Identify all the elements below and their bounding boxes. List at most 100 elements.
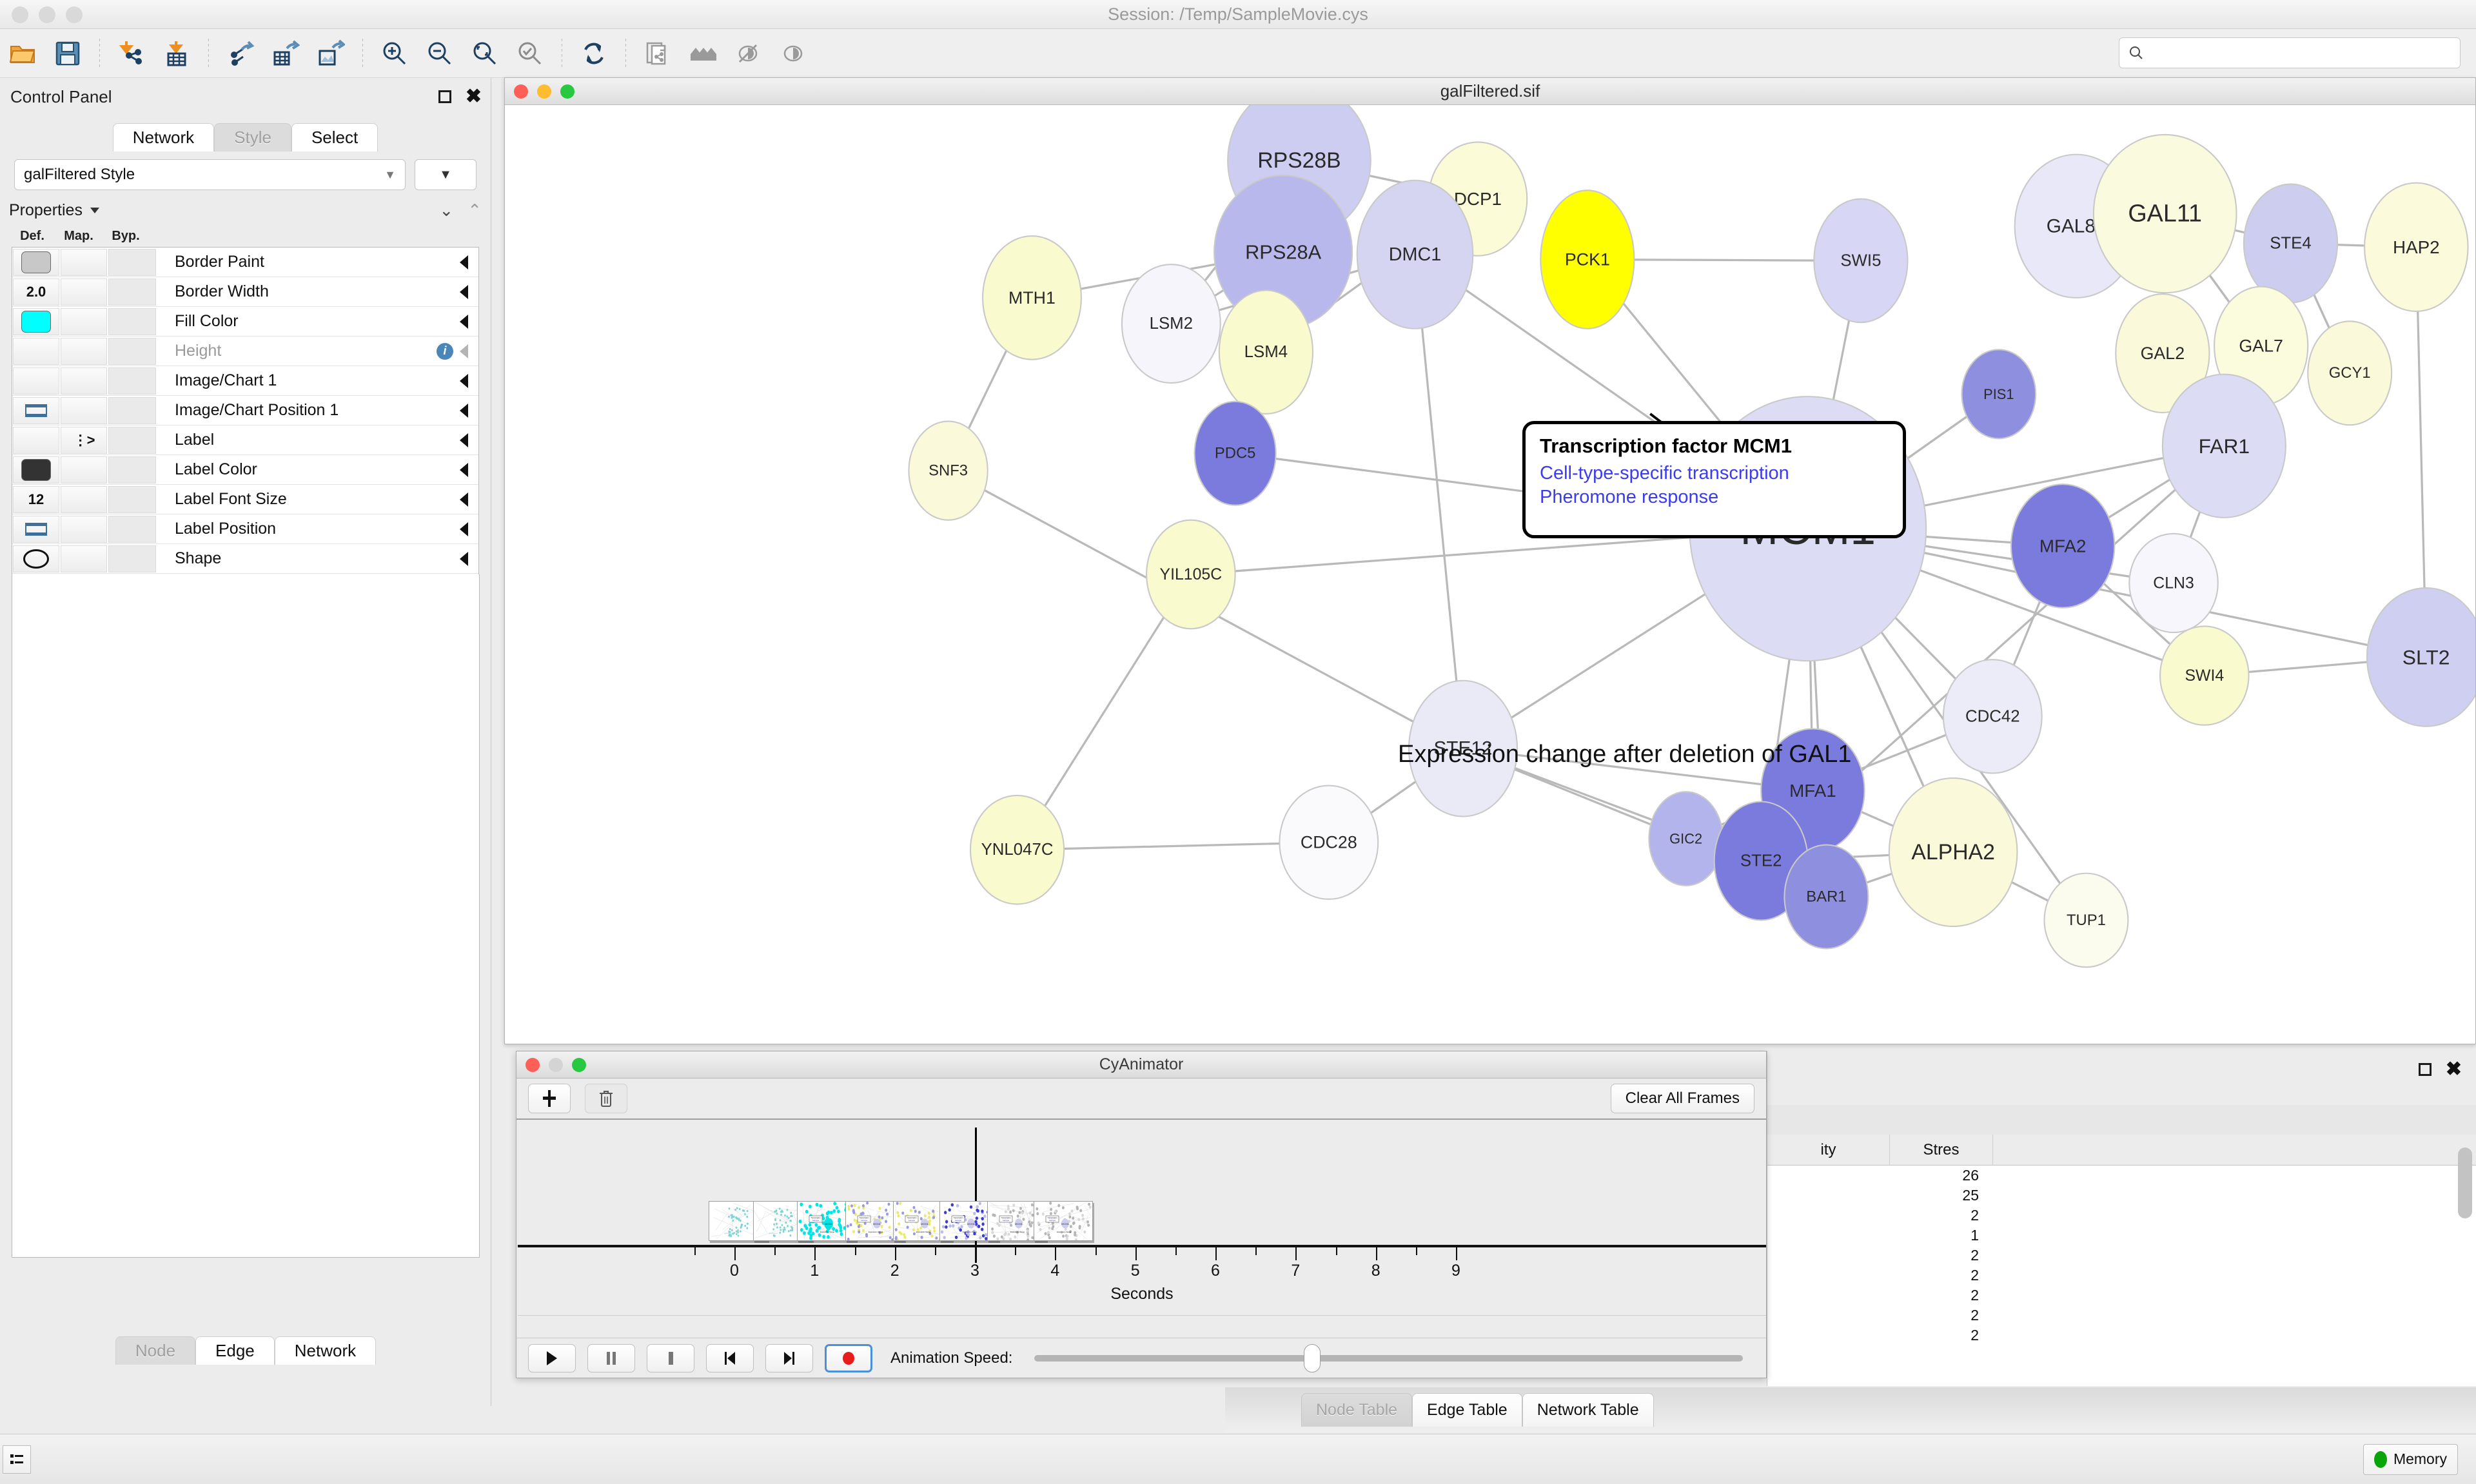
property-row[interactable]: Height i: [12, 337, 478, 366]
close-cyanimator-button[interactable]: [526, 1058, 540, 1072]
property-default-cell[interactable]: [13, 367, 59, 395]
timeline-frame[interactable]: MCM1 Transcription Cell-type Expression cha…: [1033, 1201, 1093, 1241]
property-bypass-cell[interactable]: [108, 278, 156, 306]
property-mapping-cell[interactable]: [61, 396, 107, 424]
network-edge[interactable]: [1462, 747, 1813, 792]
property-bypass-cell[interactable]: [108, 456, 156, 483]
property-mapping-cell[interactable]: [61, 485, 107, 513]
network-node[interactable]: YIL105C: [1146, 519, 1236, 630]
property-row[interactable]: 12 Label Font Size: [12, 485, 478, 514]
network-node[interactable]: LSM4: [1218, 289, 1314, 415]
property-mapping-cell[interactable]: [61, 367, 107, 395]
network-node[interactable]: LSM2: [1121, 264, 1221, 384]
expand-property-icon[interactable]: [460, 433, 468, 447]
style-select[interactable]: galFiltered Style ▼: [14, 159, 406, 190]
expand-property-icon[interactable]: [460, 284, 468, 299]
network-node[interactable]: MTH1: [982, 235, 1082, 360]
color-swatch[interactable]: [21, 251, 51, 273]
pause-button[interactable]: [587, 1343, 635, 1372]
node-shape[interactable]: [2043, 872, 2129, 968]
export-image-icon[interactable]: [313, 36, 348, 71]
property-bypass-cell[interactable]: [108, 248, 156, 276]
node-shape[interactable]: [1888, 777, 2018, 928]
property-mapping-cell[interactable]: [61, 545, 107, 572]
property-mapping-cell[interactable]: [61, 456, 107, 483]
property-bypass-cell[interactable]: [108, 426, 156, 454]
property-row[interactable]: Shape: [12, 544, 478, 574]
node-shape[interactable]: [1194, 400, 1277, 506]
first-frame-button[interactable]: [706, 1343, 754, 1372]
table-row[interactable]: 2: [1767, 1285, 2476, 1305]
property-mapping-cell[interactable]: [61, 515, 107, 543]
network-node[interactable]: GCY1: [2307, 320, 2393, 426]
property-bypass-cell[interactable]: [108, 485, 156, 513]
clear-all-frames-button[interactable]: Clear All Frames: [1610, 1084, 1754, 1113]
new-network-icon[interactable]: [640, 36, 675, 71]
maximize-cyanimator-button[interactable]: [572, 1058, 586, 1072]
expand-property-icon[interactable]: [460, 492, 468, 507]
property-row[interactable]: Image/Chart Position 1: [12, 396, 478, 425]
zoom-selected-icon[interactable]: [467, 36, 502, 71]
network-node[interactable]: SNF3: [908, 420, 988, 521]
node-shape[interactable]: [1146, 519, 1236, 630]
table-row[interactable]: 2: [1767, 1265, 2476, 1285]
slider-knob[interactable]: [1303, 1343, 1321, 1372]
cp-tab-edge[interactable]: Edge: [195, 1336, 275, 1365]
delete-frame-button[interactable]: [585, 1084, 627, 1113]
property-mapping-cell[interactable]: [61, 337, 107, 365]
minimize-window-button[interactable]: [39, 6, 55, 23]
zoom-out-icon[interactable]: [422, 36, 457, 71]
timeline-playhead[interactable]: [975, 1128, 977, 1263]
node-shape[interactable]: [2128, 532, 2219, 634]
network-node[interactable]: PCK1: [1540, 190, 1635, 329]
network-canvas[interactable]: RPS28B DCP1 RPS28A DMC1 PCK1 SWI5 GAL80 GAL11 ST…: [505, 105, 2475, 1044]
table-scrollbar[interactable]: [2458, 1147, 2472, 1218]
expand-property-icon[interactable]: [460, 314, 468, 329]
table-row[interactable]: 25: [1767, 1186, 2476, 1206]
network-node[interactable]: PDC5: [1194, 400, 1277, 506]
node-shape[interactable]: [2364, 182, 2469, 312]
property-row[interactable]: Label Color: [12, 455, 478, 485]
network-node[interactable]: STE12: [1408, 679, 1518, 817]
property-default-cell[interactable]: [13, 337, 59, 365]
expand-property-icon[interactable]: [460, 551, 468, 566]
expand-property-icon[interactable]: [460, 344, 468, 358]
network-node[interactable]: MFA2: [2010, 483, 2116, 609]
expand-property-icon[interactable]: [460, 403, 468, 418]
home-icon[interactable]: [685, 36, 720, 71]
property-default-cell[interactable]: 2.0: [13, 278, 59, 306]
network-node[interactable]: HAP2: [2364, 182, 2469, 312]
import-network-icon[interactable]: [114, 36, 149, 71]
network-node[interactable]: FAR1: [2161, 373, 2286, 518]
cp-tab-network[interactable]: Network: [274, 1336, 377, 1365]
network-node[interactable]: TUP1: [2043, 872, 2129, 968]
table-row[interactable]: 2: [1767, 1325, 2476, 1345]
property-row[interactable]: Border Paint: [12, 248, 478, 277]
network-node[interactable]: GAL2: [2115, 293, 2210, 414]
table-column-ity[interactable]: ity: [1767, 1135, 1890, 1165]
node-shape[interactable]: [1408, 679, 1518, 817]
color-swatch[interactable]: [21, 458, 51, 481]
last-frame-button[interactable]: [765, 1343, 813, 1372]
node-shape[interactable]: [1121, 264, 1221, 384]
play-button[interactable]: [528, 1343, 576, 1372]
property-mapping-cell[interactable]: [61, 248, 107, 276]
property-bypass-cell[interactable]: [108, 545, 156, 572]
node-shape[interactable]: [2115, 293, 2210, 414]
show-icon[interactable]: [776, 36, 811, 71]
hide-icon[interactable]: [731, 36, 765, 71]
network-edge[interactable]: [1413, 254, 1464, 749]
add-frame-button[interactable]: [528, 1084, 571, 1113]
tab-style[interactable]: Style: [214, 123, 291, 151]
expand-all-icon[interactable]: ⌄: [439, 200, 454, 220]
property-default-cell[interactable]: [13, 308, 59, 335]
property-default-cell[interactable]: [13, 426, 59, 454]
fit-content-icon[interactable]: [513, 36, 547, 71]
expand-property-icon[interactable]: [460, 373, 468, 388]
tab-node-table[interactable]: Node Table: [1301, 1393, 1413, 1427]
search-input[interactable]: [2150, 44, 2451, 61]
tab-network-table[interactable]: Network Table: [1522, 1393, 1654, 1427]
open-folder-icon[interactable]: [5, 36, 40, 71]
network-edge[interactable]: [1017, 841, 1329, 851]
record-button[interactable]: [825, 1343, 872, 1372]
